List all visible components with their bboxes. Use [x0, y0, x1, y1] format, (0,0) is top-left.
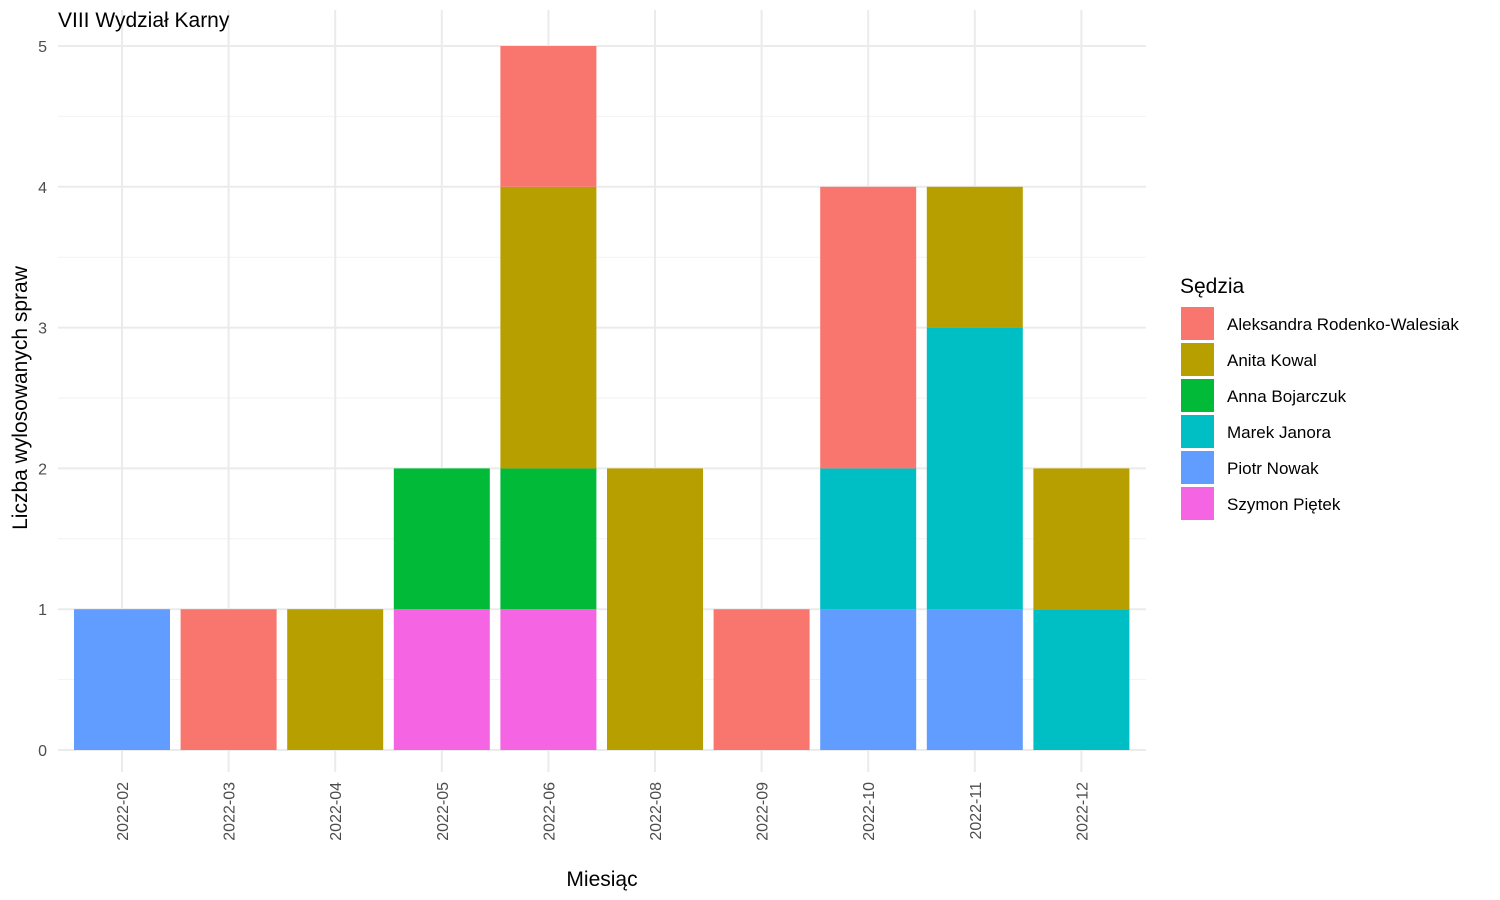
legend-title: Sędzia: [1180, 275, 1245, 298]
bar-segment: [1033, 609, 1130, 750]
x-tick-label: 2022-09: [755, 782, 772, 841]
legend-label: Anna Bojarczuk: [1227, 387, 1347, 406]
bar-segment: [926, 609, 1023, 750]
legend-swatch: [1181, 487, 1214, 520]
legend: Sędzia Aleksandra Rodenko-Walesiak Anita …: [1180, 275, 1459, 520]
x-tick-label: 2022-11: [968, 782, 985, 840]
y-tick-label: 0: [38, 743, 47, 760]
legend-label: Szymon Piętek: [1227, 495, 1341, 514]
x-tick-label: 2022-10: [861, 782, 878, 841]
x-axis-ticks: 2022-02 2022-03 2022-04 2022-05 2022-06 2022-…: [115, 782, 1091, 841]
bar-segment: [500, 186, 597, 469]
legend-label: Piotr Nowak: [1227, 459, 1319, 478]
x-tick-label: 2022-03: [222, 782, 239, 841]
bar-segment: [926, 327, 1023, 610]
bar-segment: [713, 609, 810, 750]
x-tick-label: 2022-08: [648, 782, 665, 841]
chart-title: VIII Wydział Karny: [58, 9, 230, 32]
y-tick-label: 1: [38, 602, 47, 619]
bars: [74, 46, 1130, 750]
legend-swatch: [1181, 451, 1214, 484]
legend-swatch: [1181, 415, 1214, 448]
legend-label: Aleksandra Rodenko-Walesiak: [1227, 315, 1459, 334]
y-tick-label: 2: [38, 461, 47, 478]
bar-segment: [607, 468, 703, 750]
bar-segment: [926, 186, 1023, 328]
legend-swatch: [1181, 379, 1214, 412]
bar-segment: [180, 609, 277, 750]
legend-swatch: [1181, 343, 1214, 376]
bar-segment: [393, 468, 490, 610]
x-tick-label: 2022-06: [541, 782, 558, 841]
bar-segment: [820, 468, 917, 610]
bar-segment: [820, 609, 917, 750]
y-axis-ticks: 0 1 2 3 4 5: [38, 39, 47, 760]
legend-swatch: [1181, 307, 1214, 340]
y-tick-label: 3: [38, 321, 47, 338]
x-tick-label: 2022-12: [1074, 782, 1091, 841]
bar-segment: [500, 468, 597, 610]
y-tick-label: 4: [38, 180, 47, 197]
y-tick-label: 5: [38, 39, 47, 56]
x-tick-label: 2022-02: [115, 782, 132, 841]
bar-segment: [393, 609, 490, 750]
bar-segment: [820, 186, 917, 469]
bar-segment: [500, 46, 597, 187]
legend-label: Marek Janora: [1227, 423, 1331, 442]
y-axis-title: Liczba wylosowanych spraw: [9, 265, 32, 530]
bar-segment: [287, 609, 384, 750]
bar-segment: [1033, 468, 1130, 610]
bar-segment: [74, 609, 170, 750]
x-axis-title: Miesiąc: [566, 868, 637, 891]
legend-label: Anita Kowal: [1227, 351, 1317, 370]
bar-segment: [500, 609, 597, 750]
x-tick-label: 2022-05: [435, 782, 452, 841]
x-tick-label: 2022-04: [328, 782, 345, 841]
